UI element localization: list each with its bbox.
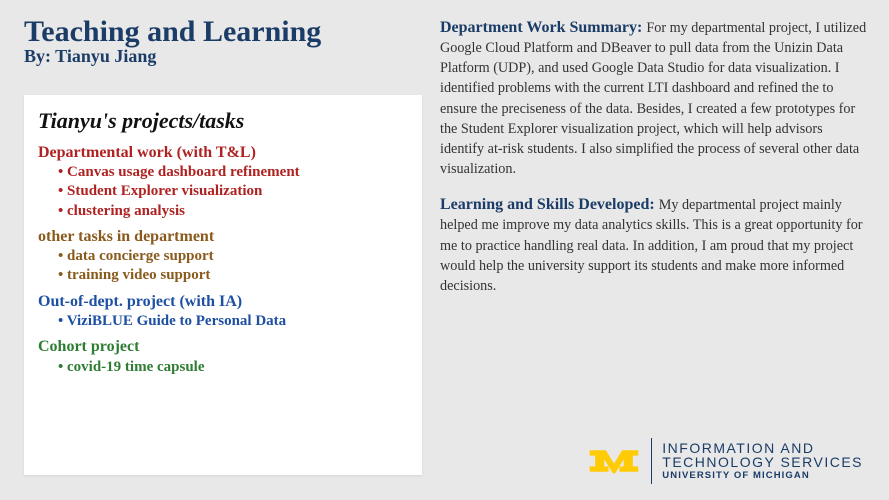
- skills-label: Learning and Skills Developed:: [440, 196, 655, 213]
- notes-bullet-text: Canvas usage dashboard refinement: [67, 164, 300, 180]
- notes-section-dept: Departmental work (with T&L): [38, 143, 408, 163]
- logo-subtext: UNIVERSITY OF MICHIGAN: [662, 471, 863, 481]
- byline: By: Tianyu Jiang: [24, 46, 420, 67]
- left-column: Teaching and Learning By: Tianyu Jiang T…: [0, 0, 430, 500]
- summary-body: For my departmental project, I utilized …: [440, 20, 866, 177]
- notes-title: Tianyu's projects/tasks: [38, 107, 408, 135]
- notes-bullet-text: Student Explorer visualization: [67, 183, 262, 199]
- logo-line1: INFORMATION AND: [662, 441, 863, 455]
- notes-bullet: • covid-19 time capsule: [58, 358, 408, 377]
- right-column: Department Work Summary: For my departme…: [430, 0, 889, 500]
- notes-bullet-text: data concierge support: [67, 248, 214, 264]
- notes-bullet-text: training video support: [67, 267, 210, 283]
- slide: Teaching and Learning By: Tianyu Jiang T…: [0, 0, 889, 500]
- notes-bullet-text: ViziBLUE Guide to Personal Data: [67, 313, 286, 329]
- notes-section-outofdept: Out-of-dept. project (with IA): [38, 292, 408, 312]
- notes-bullet: • Student Explorer visualization: [58, 182, 408, 201]
- umich-its-logo: INFORMATION AND TECHNOLOGY SERVICES UNIV…: [587, 438, 863, 484]
- notes-bullet: • ViziBLUE Guide to Personal Data: [58, 312, 408, 331]
- summary-paragraph: Department Work Summary: For my departme…: [440, 18, 867, 179]
- handwritten-notes-card: Tianyu's projects/tasks Departmental wor…: [24, 95, 422, 475]
- notes-section-cohort: Cohort project: [38, 337, 408, 357]
- notes-bullet-text: clustering analysis: [67, 203, 185, 219]
- logo-divider: [651, 438, 652, 484]
- logo-line2: TECHNOLOGY SERVICES: [662, 455, 863, 469]
- skills-paragraph: Learning and Skills Developed: My depart…: [440, 195, 867, 296]
- notes-bullet: • Canvas usage dashboard refinement: [58, 163, 408, 182]
- notes-section-other: other tasks in department: [38, 227, 408, 247]
- summary-label: Department Work Summary:: [440, 19, 642, 36]
- logo-text: INFORMATION AND TECHNOLOGY SERVICES UNIV…: [662, 441, 863, 481]
- page-title: Teaching and Learning: [24, 16, 420, 48]
- block-m-icon: [587, 442, 641, 480]
- notes-bullet-text: covid-19 time capsule: [67, 359, 204, 375]
- notes-bullet: • data concierge support: [58, 247, 408, 266]
- notes-bullet: • training video support: [58, 266, 408, 285]
- notes-bullet: • clustering analysis: [58, 202, 408, 221]
